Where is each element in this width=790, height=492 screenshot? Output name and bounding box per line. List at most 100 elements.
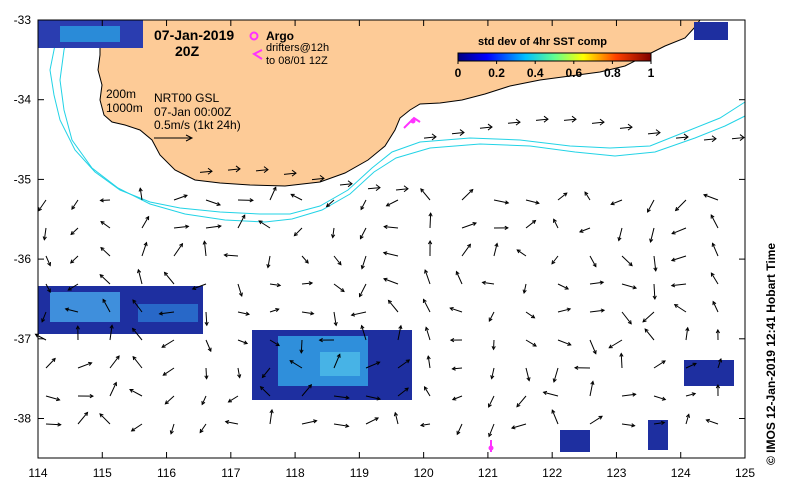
current-vector-head (632, 392, 637, 397)
current-vector-head (100, 220, 105, 225)
current-vector (424, 386, 431, 397)
current-vector-head (451, 396, 457, 401)
current-vector-head (88, 361, 93, 366)
current-vector-head (449, 306, 454, 311)
current-vector (420, 423, 431, 426)
current-vector-head (276, 282, 282, 288)
velocity-scale-arrow (154, 134, 194, 142)
current-vector (420, 188, 431, 201)
current-vector (516, 395, 527, 407)
current-vector (488, 311, 495, 322)
current-vector-head (325, 203, 331, 208)
current-vector (360, 199, 367, 210)
current-vector (35, 333, 47, 341)
colorbar-tick-label: 0.2 (488, 66, 505, 80)
current-vector (543, 391, 559, 397)
current-vector-head (649, 238, 654, 244)
current-vector-head (299, 349, 304, 354)
current-vector-head (530, 314, 536, 319)
current-vector-head (427, 239, 433, 245)
current-vector (269, 187, 277, 201)
credit-text: © IMOS 12-Jan-2019 12:41 Hobart Time (764, 242, 778, 465)
current-vector (70, 255, 79, 264)
y-tick-label: -36 (14, 252, 32, 266)
current-vector-head (627, 123, 633, 131)
current-vector (384, 226, 399, 229)
current-vector-head (592, 263, 597, 268)
x-tick-label: 121 (478, 466, 498, 480)
current-vector (429, 213, 432, 229)
current-vector (45, 255, 51, 266)
current-vector (109, 355, 120, 369)
current-vector-head (275, 307, 280, 312)
current-vector (427, 356, 431, 369)
current-vector-head (703, 193, 708, 198)
current-vector-head (164, 400, 169, 405)
current-vector (425, 327, 431, 341)
current-vector (452, 395, 463, 401)
current-vector (237, 311, 250, 315)
current-vector-head (310, 311, 315, 316)
current-vector-head (712, 300, 717, 306)
current-vector-head (99, 413, 104, 418)
x-axis: 114 115 116 117 118 119 120 121 122 123 124 125 (28, 20, 755, 480)
current-vector (653, 422, 665, 425)
current-vector (621, 311, 632, 325)
x-tick-label: 120 (414, 466, 434, 480)
current-vector-head (67, 286, 72, 291)
current-vector-head (566, 307, 572, 312)
drifter-legend-icon (251, 49, 263, 60)
current-vector-head (647, 208, 651, 213)
current-vector (163, 367, 175, 376)
current-vector-head (404, 387, 409, 392)
current-vector-head (289, 360, 294, 364)
current-vector (224, 254, 239, 257)
isobath-200-label: 200m (106, 87, 136, 101)
current-vector (137, 269, 143, 285)
current-vector-head (420, 188, 425, 193)
current-vector-head (718, 357, 723, 363)
current-vector (255, 169, 269, 172)
current-vector-head (383, 224, 388, 230)
current-vector (488, 423, 495, 437)
current-vector-head (705, 418, 710, 423)
current-vector (361, 325, 367, 341)
current-vector (205, 339, 212, 352)
current-vector-head (398, 324, 403, 330)
current-vector-head (488, 432, 493, 438)
current-vector-head (487, 403, 492, 408)
current-vector-head (47, 288, 51, 293)
current-vector (511, 423, 527, 429)
current-vector-head (99, 274, 104, 279)
current-vector-head (243, 340, 249, 345)
current-vector-head (100, 246, 105, 252)
current-vector (383, 252, 399, 257)
current-vector (685, 414, 690, 425)
current-vector-head (383, 277, 388, 282)
current-vector-head (223, 253, 228, 258)
current-vector-head (535, 200, 540, 205)
current-vector-head (711, 242, 716, 247)
current-vector-head (610, 201, 615, 206)
current-vector (367, 187, 381, 190)
current-vector (301, 255, 309, 264)
current-vector (493, 199, 509, 204)
current-vector-head (655, 129, 661, 137)
y-tick-label: -37 (14, 332, 32, 346)
current-vector (557, 192, 568, 201)
current-vector-head (358, 293, 363, 298)
current-vector-head (567, 341, 572, 346)
current-vector (269, 308, 279, 313)
legend-argo-label: Argo (266, 29, 294, 43)
current-vector (685, 393, 696, 397)
current-vector-head (631, 423, 636, 428)
current-vector (77, 412, 88, 425)
current-vector-head (360, 324, 365, 330)
current-vector-head (691, 392, 697, 397)
current-vector (647, 132, 661, 135)
current-vector-head (319, 174, 325, 182)
current-vector (589, 415, 603, 425)
current-vector-head (216, 201, 221, 206)
legend-drifters: drifters@12h to 08/01 12Z (251, 42, 329, 67)
argo-legend-icon (249, 31, 259, 41)
